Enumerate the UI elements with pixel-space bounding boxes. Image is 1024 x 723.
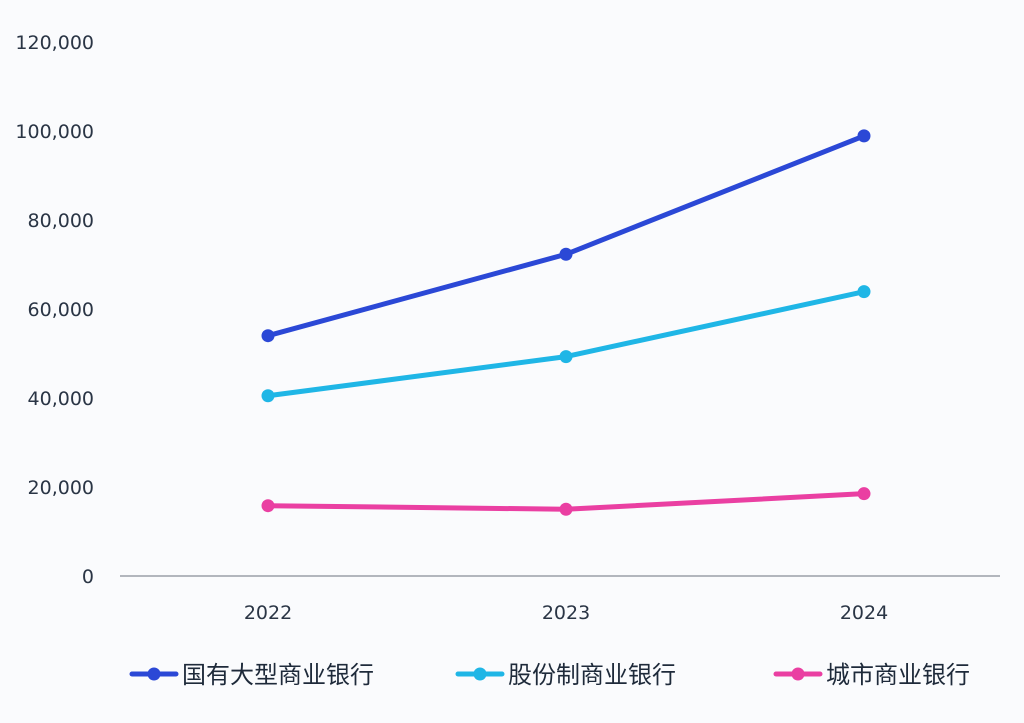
y-tick-label: 20,000 bbox=[28, 477, 94, 499]
y-tick-label: 40,000 bbox=[28, 388, 94, 410]
x-tick-label: 2024 bbox=[840, 602, 888, 624]
legend-item: 股份制商业银行 bbox=[455, 661, 676, 689]
y-tick-label: 0 bbox=[82, 566, 94, 588]
series-line bbox=[265, 133, 867, 339]
y-tick-label: 120,000 bbox=[15, 32, 94, 54]
data-point bbox=[261, 499, 275, 513]
legend-item: 国有大型商业银行 bbox=[129, 661, 374, 689]
data-point bbox=[559, 350, 573, 364]
data-point bbox=[559, 247, 573, 261]
x-tick-label: 2023 bbox=[542, 602, 590, 624]
legend-label: 城市商业银行 bbox=[826, 661, 970, 689]
series-group bbox=[261, 285, 871, 403]
data-point bbox=[261, 389, 275, 403]
y-tick-label: 80,000 bbox=[28, 210, 94, 232]
legend-marker bbox=[147, 667, 161, 681]
y-tick-label: 100,000 bbox=[15, 121, 94, 143]
y-axis-tick-labels: 0 20,000 40,000 60,000 80,000 100,000 120,000 bbox=[15, 32, 94, 588]
x-tick-label: 2022 bbox=[244, 602, 292, 624]
legend-label: 国有大型商业银行 bbox=[182, 661, 374, 689]
series-group bbox=[261, 129, 871, 343]
x-axis-tick-labels: 2022 2023 2024 bbox=[244, 602, 888, 624]
y-tick-label: 60,000 bbox=[28, 299, 94, 321]
series-group bbox=[261, 487, 871, 516]
data-point bbox=[857, 129, 871, 143]
series-layer bbox=[261, 129, 871, 516]
legend-item: 城市商业银行 bbox=[773, 661, 970, 689]
data-point bbox=[857, 285, 871, 299]
data-point bbox=[857, 487, 871, 501]
legend-marker bbox=[791, 667, 805, 681]
data-point bbox=[261, 329, 275, 343]
legend-marker bbox=[473, 667, 487, 681]
series-line bbox=[265, 289, 867, 399]
legend: 国有大型商业银行 股份制商业银行 城市商业银行 bbox=[129, 661, 970, 689]
data-point bbox=[559, 502, 573, 516]
legend-label: 股份制商业银行 bbox=[508, 661, 676, 689]
